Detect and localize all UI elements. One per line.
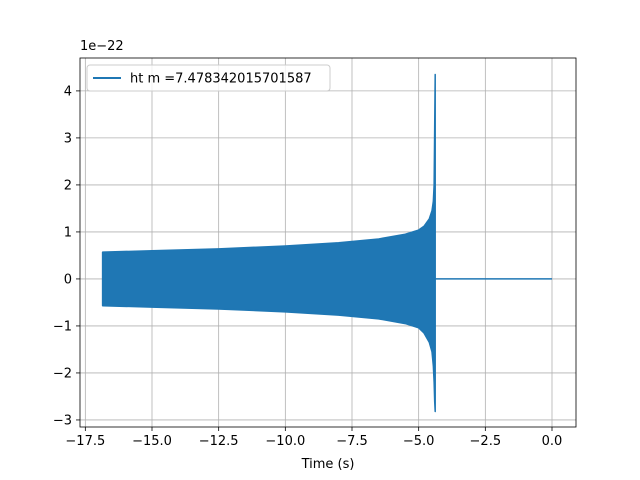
y-tick-label: −3 [53,413,72,428]
legend: ht m =7.478342015701587 [86,64,331,92]
x-tick-label: −7.5 [336,434,368,449]
y-tick-label: 4 [64,84,72,99]
y-tick-label: 3 [64,131,72,146]
legend-entry-label: ht m =7.478342015701587 [130,72,312,87]
y-tick-label: 0 [64,272,72,287]
legend-box [86,64,331,92]
x-tick-label: 0.0 [542,434,563,449]
plot-data [101,73,552,413]
grid [80,58,576,427]
x-tick-label: −15.0 [132,434,172,449]
y-tick-label: 1 [64,225,72,240]
x-tick-label: −17.5 [65,434,105,449]
y-tick-label: −1 [53,319,72,334]
axes-frame [79,57,577,428]
y-axis-ticks: −3 −2 −1 0 1 2 3 4 [53,84,80,428]
x-tick-label: −10.0 [265,434,305,449]
x-tick-label: −2.5 [470,434,502,449]
x-axis-label: Time (s) [301,457,355,472]
waveform-envelope [101,73,436,413]
y-tick-label: −2 [53,366,72,381]
x-axis-ticks: −17.5 −15.0 −12.5 −10.0 −7.5 −5.0 −2.5 0.0 [65,427,562,449]
y-offset-label: 1e−22 [80,39,124,54]
x-tick-label: −5.0 [403,434,435,449]
y-tick-label: 2 [64,178,72,193]
x-tick-label: −12.5 [199,434,239,449]
